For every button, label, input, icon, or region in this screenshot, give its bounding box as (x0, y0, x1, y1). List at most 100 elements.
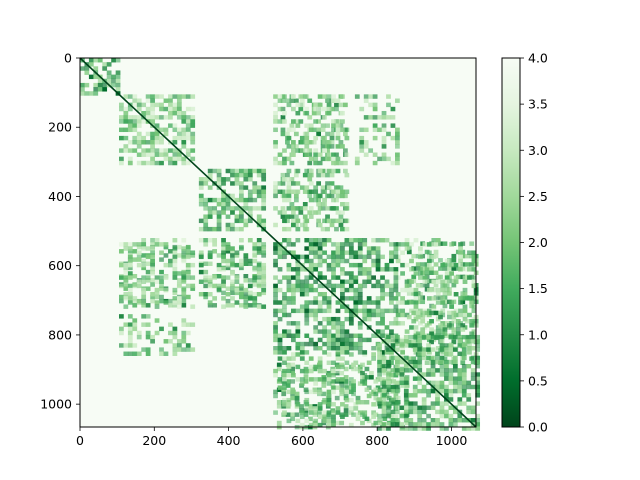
block-cell (389, 242, 394, 247)
band-cell (150, 294, 155, 300)
block-cell (448, 418, 454, 423)
block-cell (261, 168, 267, 174)
colorbar-tick-label: 1.0 (528, 327, 548, 342)
band-cell (285, 218, 290, 224)
block-cell (475, 388, 481, 394)
block-cell (159, 135, 164, 141)
block-cell (417, 418, 423, 423)
block-cell (452, 388, 458, 394)
block-cell (238, 172, 244, 178)
block-cell (395, 368, 400, 373)
block-cell (362, 308, 368, 314)
block-cell (317, 308, 323, 314)
block-cell (282, 238, 287, 243)
band-cell (304, 168, 310, 174)
band-cell (216, 287, 222, 293)
band-cell (331, 119, 336, 124)
block-cell (295, 341, 301, 347)
block-cell (181, 110, 187, 116)
band-cell (308, 214, 314, 219)
y-tick-label: 200 (48, 120, 72, 135)
band-cell (343, 366, 349, 372)
band-cell (256, 262, 262, 268)
block-cell (395, 388, 400, 394)
band-cell (372, 102, 378, 108)
band-cell (145, 334, 151, 340)
band-cell (127, 254, 133, 260)
band-cell (335, 135, 341, 141)
band-cell (322, 377, 327, 382)
band-cell (326, 381, 332, 386)
block-cell (380, 275, 385, 280)
block-cell (322, 250, 327, 255)
block-cell (475, 401, 481, 406)
band-cell (247, 278, 253, 283)
block-cell (243, 197, 249, 203)
band-cell (335, 218, 341, 224)
block-cell (115, 82, 121, 88)
band-cell (308, 377, 314, 382)
block-cell (353, 250, 359, 255)
band-cell (150, 262, 155, 268)
band-cell (298, 119, 304, 124)
band-cell (317, 356, 323, 361)
block-cell (461, 368, 467, 373)
block-cell (408, 334, 414, 340)
band-cell (141, 347, 147, 352)
block-cell (299, 341, 305, 347)
block-cell (335, 341, 341, 347)
block-cell (421, 397, 427, 402)
block-cell (439, 364, 445, 369)
band-cell (168, 330, 173, 336)
block-cell (357, 262, 363, 268)
band-cell (247, 283, 253, 289)
block-cell (348, 287, 354, 293)
block-cell (190, 119, 196, 124)
block-cell (470, 334, 476, 340)
block-cell (145, 110, 151, 116)
block-cell (185, 135, 191, 141)
block-cell (448, 413, 454, 419)
band-cell (289, 123, 295, 128)
band-cell (127, 330, 133, 336)
block-cell (295, 346, 301, 351)
band-cell (334, 152, 339, 157)
block-cell (470, 405, 476, 410)
band-cell (464, 253, 470, 259)
band-cell (286, 356, 292, 361)
band-cell (413, 292, 419, 297)
block-cell (313, 308, 319, 314)
band-cell (322, 148, 327, 153)
block-cell (119, 106, 124, 112)
block-cell (439, 334, 445, 340)
band-cell (181, 330, 187, 336)
block-cell (136, 140, 142, 145)
block-cell (475, 372, 481, 377)
band-cell (252, 296, 258, 301)
block-cell (176, 152, 182, 157)
block-cell (282, 346, 287, 351)
block-cell (466, 405, 472, 410)
band-cell (372, 135, 378, 141)
band-cell (295, 181, 301, 186)
block-cell (243, 168, 249, 174)
block-cell (159, 160, 164, 166)
band-cell (247, 296, 253, 301)
band-cell (127, 334, 133, 340)
band-cell (404, 283, 410, 289)
block-cell (384, 308, 390, 314)
band-cell (359, 144, 365, 149)
block-cell (247, 168, 253, 174)
band-cell (299, 368, 305, 374)
block-cell (127, 123, 133, 128)
block-cell (127, 115, 133, 120)
band-cell (395, 98, 400, 103)
block-cell (150, 131, 155, 137)
band-cell (293, 144, 299, 149)
block-cell (393, 304, 399, 309)
block-cell (375, 329, 381, 334)
band-cell (207, 278, 213, 283)
band-cell (322, 418, 327, 424)
band-cell (132, 318, 138, 323)
block-cell (412, 409, 418, 415)
